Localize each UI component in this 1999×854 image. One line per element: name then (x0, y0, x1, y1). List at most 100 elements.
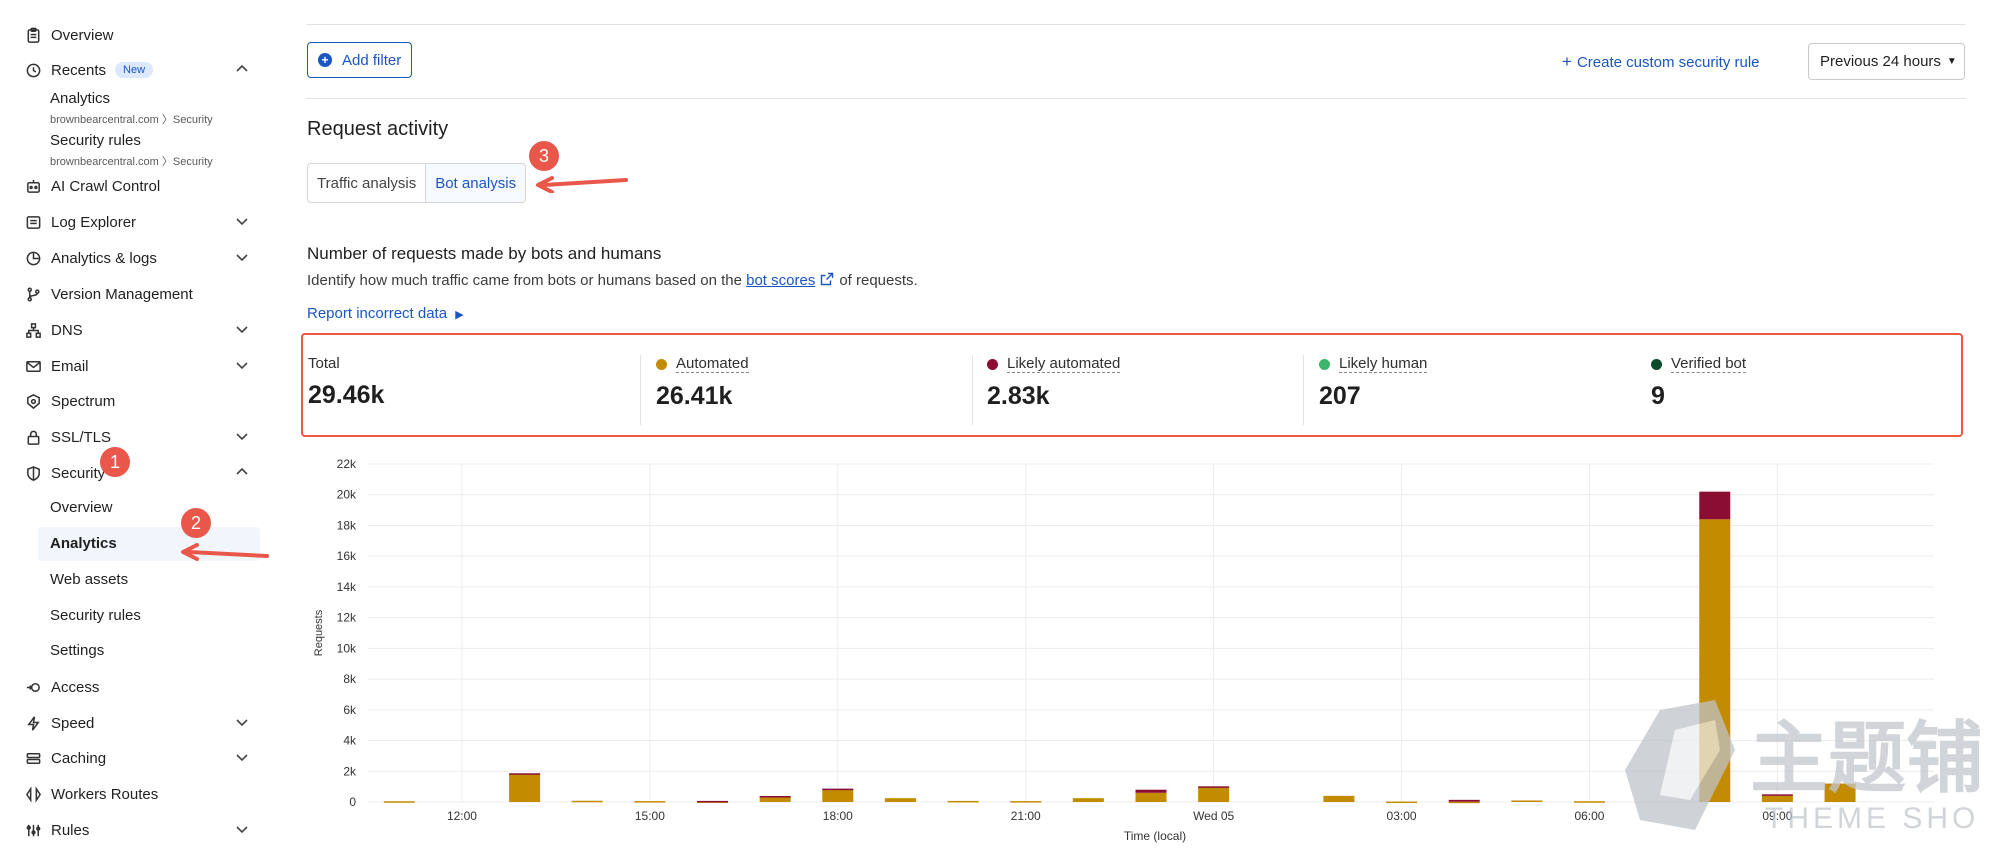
card-description: Identify how much traffic came from bots… (307, 272, 918, 289)
chart-bar[interactable] (759, 796, 791, 802)
sidebar-sub-web-assets[interactable]: Web assets (50, 571, 129, 588)
sidebar-item-label: Rules (51, 821, 90, 839)
chart-bar[interactable] (1761, 794, 1793, 796)
sidebar-item-log-explorer[interactable]: Log Explorer (24, 207, 252, 237)
sidebar-item-spectrum[interactable]: Spectrum (24, 386, 252, 416)
sidebar-item-label: Recents (51, 61, 107, 79)
y-tick-label: 4k (343, 734, 357, 748)
chart-bar[interactable] (509, 773, 541, 802)
sidebar-item-label: Spectrum (51, 392, 116, 410)
recent-item-security-rules[interactable]: Security rules (50, 132, 141, 149)
chevron-up-icon[interactable] (234, 464, 252, 482)
chart-bar[interactable] (697, 800, 729, 803)
report-incorrect-data-link[interactable]: Report incorrect data ▶ (307, 305, 464, 322)
chevron-down-icon[interactable] (234, 428, 252, 446)
create-custom-rule-link[interactable]: + Create custom security rule (1562, 52, 1760, 72)
chart-bar[interactable] (1448, 801, 1480, 804)
sidebar-sub-overview[interactable]: Overview (50, 499, 113, 516)
tab-traffic-analysis[interactable]: Traffic analysis (317, 174, 417, 192)
watermark-logo: 主题铺 THEME SHOP (1620, 690, 1999, 850)
network-icon (24, 321, 42, 339)
chart-bar[interactable] (1573, 801, 1605, 803)
stat-label[interactable]: Verified bot (1671, 355, 1747, 373)
sidebar-item-security[interactable]: Security (24, 458, 252, 488)
lock-icon (24, 428, 42, 446)
sidebar-item-workers-routes[interactable]: Workers Routes (24, 779, 252, 809)
bot-scores-link[interactable]: bot scores (746, 272, 816, 289)
sidebar-sub-settings[interactable]: Settings (50, 642, 105, 659)
stat-value: 2.83k (987, 382, 1050, 410)
chart-bar[interactable] (1135, 792, 1167, 802)
x-tick-label: Wed 05 (1193, 809, 1234, 823)
chart-bar[interactable] (884, 798, 916, 802)
chevron-down-icon[interactable] (234, 321, 252, 339)
sidebar-item-speed[interactable]: Speed (24, 708, 252, 738)
stat-value: 207 (1319, 382, 1361, 410)
chart-bar[interactable] (1511, 800, 1543, 802)
divider (640, 355, 641, 425)
email-icon (24, 357, 42, 375)
stat-label[interactable]: Likely human (1339, 355, 1428, 373)
stats-panel: Total 29.46k Automated 26.41k Likely aut… (301, 333, 1963, 437)
chart-bar[interactable] (1448, 799, 1480, 802)
stat-label: Total (308, 355, 340, 372)
sidebar-sub-security-rules[interactable]: Security rules (50, 607, 141, 624)
chart-bar[interactable] (947, 800, 979, 803)
sidebar-item-recents[interactable]: Recents New (24, 55, 252, 85)
sidebar: Overview Recents New Analytics brownbear… (0, 0, 265, 854)
chart-bar[interactable] (1824, 783, 1856, 802)
sidebar-item-analytics-logs[interactable]: Analytics & logs (24, 243, 252, 273)
x-tick-label: 06:00 (1574, 809, 1604, 823)
y-tick-label: 10k (337, 641, 357, 655)
tab-bot-analysis[interactable]: Bot analysis (425, 164, 526, 202)
chart-bar[interactable] (822, 788, 854, 791)
chart-bar[interactable] (1135, 789, 1167, 793)
chevron-down-icon[interactable] (234, 357, 252, 375)
add-filter-button[interactable]: + Add filter (307, 42, 412, 78)
chart-bar[interactable] (1323, 795, 1355, 802)
annotation-arrow-icon (536, 176, 628, 193)
chevron-down-icon[interactable] (234, 213, 252, 231)
chart-bar[interactable] (822, 788, 854, 802)
chart-bar[interactable] (1699, 491, 1731, 520)
sidebar-item-ssl-tls[interactable]: SSL/TLS (24, 422, 252, 452)
sidebar-item-caching[interactable]: Caching (24, 743, 252, 773)
chart-bar[interactable] (1761, 795, 1793, 802)
chart-bar[interactable] (571, 800, 603, 803)
chart-bar[interactable] (1198, 786, 1230, 788)
chart-bar[interactable] (1198, 786, 1230, 802)
sidebar-item-overview[interactable]: Overview (24, 20, 252, 50)
chart-bar[interactable] (759, 796, 791, 798)
chevron-down-icon[interactable] (234, 821, 252, 839)
y-axis-title: Requests (313, 609, 325, 656)
stat-label[interactable]: Likely automated (1007, 355, 1121, 373)
chart-bar[interactable] (634, 801, 666, 803)
chart-bar[interactable] (1386, 801, 1418, 804)
stat-likely-human: Likely human 207 (1319, 355, 1428, 411)
chart-bar[interactable] (509, 773, 541, 775)
sidebar-sub-analytics[interactable]: Analytics (50, 535, 117, 552)
y-tick-label: 22k (337, 457, 357, 471)
stat-label[interactable]: Automated (676, 355, 749, 373)
sidebar-item-ai-crawl-control[interactable]: AI Crawl Control (24, 171, 252, 201)
y-tick-label: 6k (343, 703, 357, 717)
chevron-up-icon[interactable] (234, 61, 252, 79)
sidebar-item-email[interactable]: Email (24, 351, 252, 381)
bolt-icon (24, 714, 42, 732)
chevron-down-icon[interactable] (234, 249, 252, 267)
chart-bar[interactable] (383, 801, 415, 803)
x-tick-label: 18:00 (823, 809, 853, 823)
y-tick-label: 20k (337, 488, 357, 502)
chart-bar[interactable] (1072, 798, 1104, 802)
sidebar-item-version-management[interactable]: Version Management (24, 279, 252, 309)
sidebar-item-label: Log Explorer (51, 213, 137, 231)
chart-bar[interactable] (1010, 801, 1042, 803)
sidebar-item-access[interactable]: Access (24, 672, 252, 702)
time-range-select[interactable]: Previous 24 hours ▼ (1808, 43, 1965, 80)
stat-automated: Automated 26.41k (656, 355, 749, 411)
sidebar-item-dns[interactable]: DNS (24, 315, 252, 345)
chevron-down-icon[interactable] (234, 714, 252, 732)
sidebar-item-rules[interactable]: Rules (24, 815, 252, 845)
chevron-down-icon[interactable] (234, 749, 252, 767)
recent-item-analytics[interactable]: Analytics (50, 90, 111, 107)
